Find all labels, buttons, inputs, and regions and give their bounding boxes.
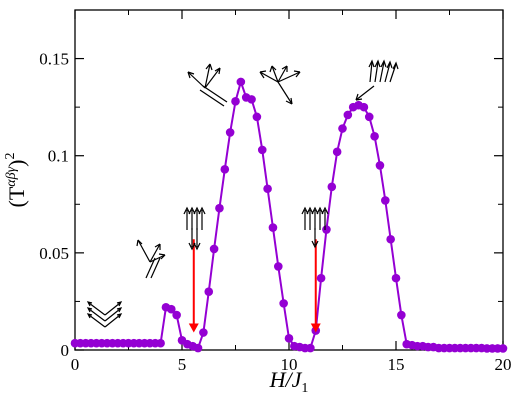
spin-icon-uuud bbox=[301, 206, 329, 249]
x-tick-label: 5 bbox=[178, 355, 187, 374]
y-axis-title-close: ) bbox=[4, 160, 29, 167]
data-point bbox=[204, 287, 214, 297]
data-point bbox=[274, 262, 283, 271]
data-point bbox=[209, 244, 219, 254]
data-point bbox=[156, 338, 165, 348]
data-point bbox=[252, 112, 262, 122]
tick-labels: 0 5 10 15 20 0 0.05 0.1 0.15 bbox=[39, 50, 511, 374]
series-line bbox=[75, 78, 503, 350]
x-tick-label: 15 bbox=[388, 355, 405, 374]
y-tick-label: 0.15 bbox=[39, 50, 69, 69]
red-arrow-head bbox=[188, 323, 199, 333]
red-arrow-head bbox=[310, 323, 321, 333]
data-point bbox=[316, 273, 326, 283]
data-point bbox=[327, 182, 337, 192]
axis-ticks bbox=[74, 10, 504, 351]
spin-icon-peak2 bbox=[355, 59, 399, 101]
data-point bbox=[498, 344, 508, 353]
x-axis-title: H/J1 bbox=[269, 367, 309, 396]
data-point bbox=[381, 196, 390, 205]
spin-icon-peak1 bbox=[187, 63, 228, 107]
data-point bbox=[306, 343, 315, 353]
data-point bbox=[193, 343, 203, 353]
y-axis-title-open: (T bbox=[4, 186, 29, 207]
data-point bbox=[322, 225, 331, 234]
data-point bbox=[247, 95, 256, 104]
data-point bbox=[364, 112, 374, 122]
data-point bbox=[391, 273, 401, 283]
spin-icon-peak1-right bbox=[259, 65, 301, 105]
data-point bbox=[284, 334, 294, 343]
data-point bbox=[167, 304, 176, 314]
red-arrow-annotations bbox=[188, 239, 321, 333]
data-point bbox=[220, 165, 230, 174]
x-tick-label: 10 bbox=[281, 355, 298, 374]
y-tick-label: 0.1 bbox=[48, 147, 69, 166]
y-axis-title-power: 2 bbox=[3, 153, 18, 160]
x-axis-title-subscript: 1 bbox=[301, 381, 308, 396]
data-points bbox=[70, 77, 508, 353]
data-point bbox=[359, 102, 369, 112]
spin-icon-uud bbox=[183, 206, 206, 251]
x-tick-label: 20 bbox=[495, 355, 512, 374]
y-axis-title-superscript: αβγ bbox=[4, 166, 19, 186]
data-point bbox=[338, 124, 347, 133]
y-axis-title: (Tαβγ)2 bbox=[3, 153, 29, 208]
data-point bbox=[263, 184, 272, 194]
data-point bbox=[386, 234, 395, 244]
x-tick-label: 0 bbox=[71, 355, 80, 374]
x-axis-title-main: H/J bbox=[269, 367, 303, 392]
data-point bbox=[215, 203, 224, 213]
data-point bbox=[225, 128, 235, 137]
data-point bbox=[199, 328, 208, 337]
spin-icon-canted bbox=[136, 239, 166, 279]
data-point bbox=[397, 310, 406, 320]
data-point bbox=[279, 299, 288, 308]
data-point bbox=[236, 77, 246, 87]
data-point bbox=[172, 310, 181, 320]
spin-icon-low-field bbox=[86, 301, 123, 328]
y-tick-label: 0.05 bbox=[39, 244, 69, 263]
data-point bbox=[257, 145, 267, 155]
y-tick-label: 0 bbox=[61, 341, 70, 360]
data-point bbox=[370, 131, 379, 141]
data-point bbox=[332, 147, 342, 157]
data-point bbox=[375, 161, 385, 170]
data-point bbox=[343, 110, 353, 120]
data-point bbox=[231, 97, 240, 106]
plot-frame bbox=[74, 9, 504, 351]
series-line-group bbox=[75, 78, 503, 350]
data-point bbox=[268, 223, 278, 232]
